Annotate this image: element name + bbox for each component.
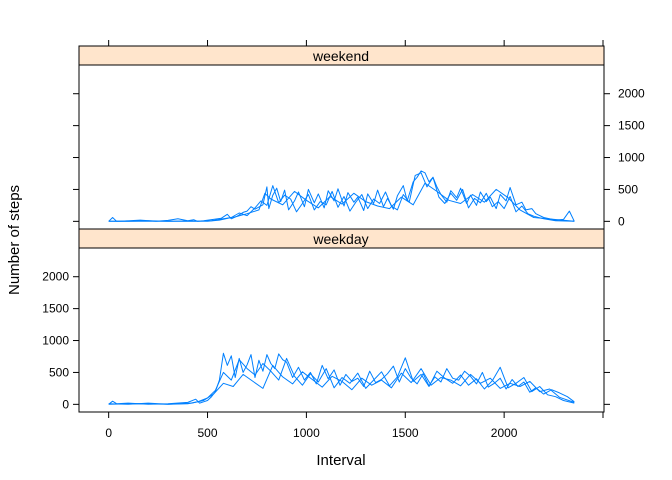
y-tick-label-weekday: 1500 [42, 302, 69, 316]
series-group-weekday [108, 352, 575, 405]
y-tick-label-weekend: 0 [618, 214, 625, 228]
y-tick-label-weekday: 0 [62, 397, 69, 411]
y-tick-label-weekend: 1500 [618, 119, 645, 133]
panel-border-weekday [78, 247, 605, 413]
x-tick-label: 2000 [491, 426, 518, 440]
series-line-weekday-3 [108, 364, 575, 405]
ticks-weekday: 0 500 1000 1500 2000 0 500 1000 1500 2000 [42, 270, 610, 440]
series-line-weekend-3 [108, 182, 575, 222]
series-group-weekend [108, 170, 575, 222]
y-tick-label-weekday: 2000 [42, 270, 69, 284]
y-tick-label-weekday: 500 [49, 365, 69, 379]
y-tick-label-weekend: 1000 [618, 151, 645, 165]
panel-weekend: weekend 0 500 1000 1500 2000 [73, 40, 645, 230]
x-tick-label: 1500 [392, 426, 419, 440]
series-line-weekday-2 [108, 357, 575, 405]
x-axis-title: Interval [316, 452, 365, 469]
strip-label-weekend: weekend [312, 48, 369, 64]
x-tick-label: 500 [198, 426, 218, 440]
y-tick-label-weekend: 500 [618, 182, 638, 196]
x-tick-label: 1000 [293, 426, 320, 440]
panel-weekday: weekday 0 500 1000 1500 2000 0 500 1000 1500 2000 [42, 228, 610, 440]
series-line-weekend-2 [108, 172, 575, 222]
y-tick-label-weekend: 2000 [618, 87, 645, 101]
x-tick-label: 0 [105, 426, 112, 440]
y-tick-label-weekday: 1000 [42, 334, 69, 348]
ticks-weekend: 0 500 1000 1500 2000 [73, 40, 645, 228]
series-line-weekend-1 [108, 170, 575, 222]
panel-border-weekend [78, 64, 605, 230]
y-axis-title: Number of steps [6, 185, 23, 295]
strip-label-weekday: weekday [312, 231, 368, 247]
